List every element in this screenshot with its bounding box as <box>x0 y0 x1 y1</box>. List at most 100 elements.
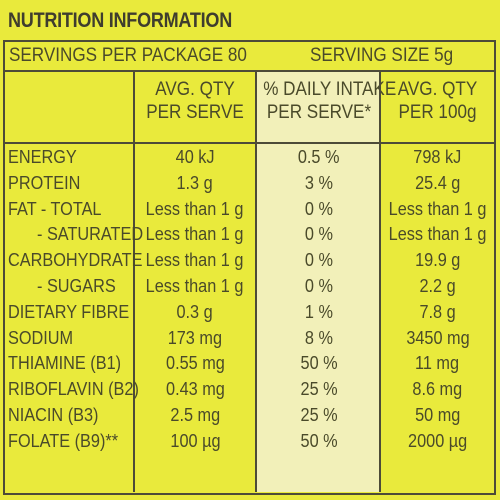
column-divider <box>133 72 135 492</box>
per-serve-value: 0.55 mg <box>165 352 225 374</box>
per-100g-value-cell: 3450 mg <box>381 325 494 351</box>
per-100g-value-cell: Less than 1 g <box>381 196 494 222</box>
header-text: PER SERVE <box>146 102 244 123</box>
nutrient-name: FAT - TOTAL <box>8 197 102 219</box>
per-serve-value: 0.43 mg <box>165 378 225 400</box>
daily-intake-value: 50 % <box>300 429 338 451</box>
per-100g-value-cell: 2000 µg <box>381 428 494 454</box>
per-100g-value: 7.8 g <box>419 300 456 322</box>
column-divider <box>379 72 381 492</box>
serving-size: SERVING SIZE 5g <box>310 45 454 66</box>
daily-intake-value-cell: 8 % <box>257 325 381 351</box>
per-serve-value: 40 kJ <box>175 146 215 167</box>
per-100g-value: 11 mg <box>415 352 460 374</box>
per-100g-value-cell: 2.2 g <box>381 273 494 299</box>
per-serve-value: 1.3 g <box>176 171 214 193</box>
daily-intake-value: 1 % <box>304 300 334 322</box>
daily-intake-value-cell: 0 % <box>257 273 381 299</box>
table-row: ENERGY 40 kJ 0.5 % 798 kJ <box>5 144 494 170</box>
header-divider <box>5 142 494 144</box>
daily-intake-value-cell: 25 % <box>257 402 381 428</box>
header-text: AVG. QTY <box>397 79 478 100</box>
per-100g-value: 19.9 g <box>414 249 461 271</box>
nutrient-rows: ENERGY 40 kJ 0.5 % 798 kJ PROTEIN 1.3 g 3 % 25.… <box>5 144 494 454</box>
nutrient-name: SODIUM <box>8 326 74 348</box>
per-100g-value-cell: 8.6 mg <box>381 376 494 402</box>
table-row: DIETARY FIBRE 0.3 g 1 % 7.8 g <box>5 299 494 325</box>
per-serve-value-cell: 0.55 mg <box>135 350 255 376</box>
daily-intake-value-cell: 0 % <box>257 247 381 273</box>
per-serve-value: Less than 1 g <box>146 249 244 271</box>
per-serve-value: 0.3 g <box>176 300 214 322</box>
per-serve-value-cell: 173 mg <box>135 325 255 351</box>
servings-row: SERVINGS PER PACKAGE 80 SERVING SIZE 5g <box>5 42 494 72</box>
nutrient-name: THIAMINE (B1) <box>8 352 122 374</box>
table-row: THIAMINE (B1) 0.55 mg 50 % 11 mg <box>5 350 494 376</box>
per-serve-value: 2.5 mg <box>170 403 220 425</box>
per-100g-value: 8.6 mg <box>412 378 463 400</box>
header-avg-per-serve: AVG. QTY PER SERVE <box>135 72 255 142</box>
table-row: SODIUM 173 mg 8 % 3450 mg <box>5 325 494 351</box>
per-100g-value-cell: Less than 1 g <box>381 221 494 247</box>
column-divider <box>255 72 257 492</box>
per-serve-value-cell: 1.3 g <box>135 170 255 196</box>
per-serve-value-cell: 2.5 mg <box>135 402 255 428</box>
per-serve-value: Less than 1 g <box>146 223 244 245</box>
header-text: AVG. QTY <box>155 79 235 100</box>
per-100g-value: 2000 µg <box>407 429 468 451</box>
per-100g-value-cell: 50 mg <box>381 402 494 428</box>
per-serve-value: Less than 1 g <box>146 274 244 296</box>
servings-per-package: SERVINGS PER PACKAGE 80 <box>9 45 247 66</box>
daily-intake-value: 0 % <box>304 223 334 245</box>
table-row: NIACIN (B3) 2.5 mg 25 % 50 mg <box>5 402 494 428</box>
per-100g-value: 50 mg <box>414 403 461 425</box>
per-100g-value: Less than 1 g <box>388 223 487 245</box>
daily-intake-value-cell: 0 % <box>257 196 381 222</box>
nutrient-name: - SATURATED <box>37 223 144 245</box>
per-serve-value-cell: Less than 1 g <box>135 221 255 247</box>
table-row: FOLATE (B9)** 100 µg 50 % 2000 µg <box>5 428 494 454</box>
per-serve-value-cell: Less than 1 g <box>135 273 255 299</box>
table-row: PROTEIN 1.3 g 3 % 25.4 g <box>5 170 494 196</box>
per-100g-value: 25.4 g <box>414 171 461 193</box>
per-100g-value-cell: 19.9 g <box>381 247 494 273</box>
per-serve-value-cell: 0.43 mg <box>135 376 255 402</box>
per-100g-value-cell: 7.8 g <box>381 299 494 325</box>
per-100g-value-cell: 11 mg <box>381 350 494 376</box>
nutrient-name: DIETARY FIBRE <box>8 300 130 322</box>
per-100g-value-cell: 25.4 g <box>381 170 494 196</box>
table-row: CARBOHYDRATE Less than 1 g 0 % 19.9 g <box>5 247 494 273</box>
table-row: RIBOFLAVIN (B2) 0.43 mg 25 % 8.6 mg <box>5 376 494 402</box>
daily-intake-value: 8 % <box>304 326 334 348</box>
header-avg-per-100g: AVG. QTY PER 100g <box>381 72 494 142</box>
header-text: PER SERVE* <box>266 102 372 123</box>
nutrient-name: PROTEIN <box>8 171 81 193</box>
per-serve-value-cell: Less than 1 g <box>135 196 255 222</box>
daily-intake-value: 0 % <box>304 274 334 296</box>
per-serve-value-cell: 0.3 g <box>135 299 255 325</box>
nutrient-name: NIACIN (B3) <box>8 403 99 425</box>
daily-intake-value: 0 % <box>304 249 334 271</box>
per-serve-value: 100 µg <box>169 429 221 451</box>
header-daily-intake: % DAILY INTAKE PER SERVE* <box>257 72 396 142</box>
per-100g-value-cell: 798 kJ <box>381 144 494 170</box>
daily-intake-value-cell: 1 % <box>257 299 381 325</box>
daily-intake-value: 0 % <box>304 197 334 219</box>
table-row: - SUGARS Less than 1 g 0 % 2.2 g <box>5 273 494 299</box>
daily-intake-value: 0.5 % <box>298 146 340 167</box>
nutrient-name: - SUGARS <box>37 274 116 296</box>
daily-intake-value-cell: 0.5 % <box>257 144 381 170</box>
nutrient-name: ENERGY <box>8 146 77 167</box>
per-serve-value: 173 mg <box>167 326 223 348</box>
page-title: NUTRITION INFORMATION <box>8 9 232 32</box>
daily-intake-value: 25 % <box>300 378 338 400</box>
daily-intake-value-cell: 25 % <box>257 376 381 402</box>
daily-intake-value-cell: 3 % <box>257 170 381 196</box>
table-row: FAT - TOTAL Less than 1 g 0 % Less than 1 g <box>5 196 494 222</box>
nutrient-name: RIBOFLAVIN (B2) <box>8 378 139 400</box>
daily-intake-value: 50 % <box>300 352 338 374</box>
daily-intake-value-cell: 50 % <box>257 428 381 454</box>
daily-intake-value: 3 % <box>304 171 334 193</box>
